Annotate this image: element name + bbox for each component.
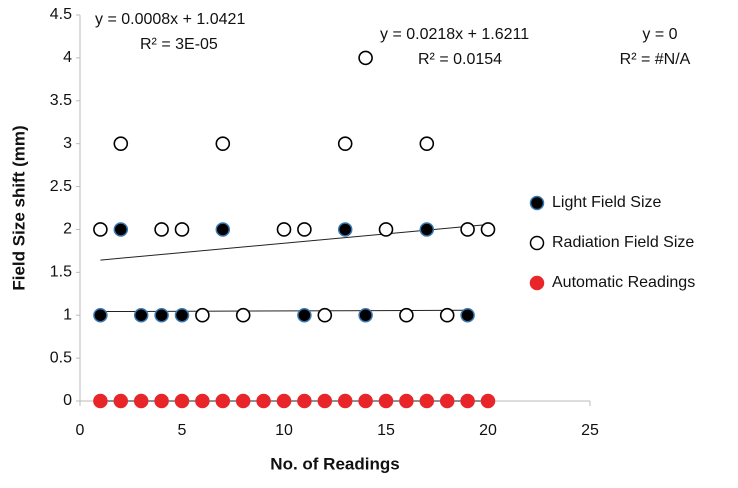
point xyxy=(195,393,210,409)
x-tick-label: 10 xyxy=(275,422,293,439)
point xyxy=(439,307,455,323)
point xyxy=(215,136,231,151)
point xyxy=(337,136,353,151)
point xyxy=(154,393,169,409)
trendline-equation: y = 0.0218x + 1.6211 xyxy=(380,26,529,43)
point xyxy=(317,393,333,409)
point xyxy=(399,393,414,409)
point xyxy=(235,307,251,323)
point xyxy=(480,222,496,237)
trendline-r2: R² = #N/A xyxy=(620,51,691,68)
point xyxy=(93,307,108,323)
y-tick-label: 1 xyxy=(63,306,72,323)
y-tick-label: 2 xyxy=(63,221,72,238)
y-tick-label: 0.5 xyxy=(50,349,72,366)
point xyxy=(460,222,475,237)
y-tick-label: 1.5 xyxy=(50,264,72,281)
point xyxy=(113,222,129,237)
x-tick-label: 25 xyxy=(581,422,599,439)
point xyxy=(235,393,251,409)
point xyxy=(93,222,108,237)
x-tick-label: 0 xyxy=(76,422,85,439)
point xyxy=(195,307,210,323)
y-tick-label: 3.5 xyxy=(50,92,72,109)
point xyxy=(154,307,169,323)
point xyxy=(358,307,373,323)
point xyxy=(419,136,435,151)
y-tick-label: 0 xyxy=(63,392,72,409)
legend-marker xyxy=(529,275,545,291)
legend-label: Radiation Field Size xyxy=(552,234,694,251)
legend-label: Automatic Readings xyxy=(552,274,695,291)
point xyxy=(480,393,496,409)
x-axis-label: No. of Readings xyxy=(270,454,399,473)
y-tick-label: 4 xyxy=(63,49,72,66)
point xyxy=(113,136,129,151)
point xyxy=(174,307,190,323)
trendline-r2: R² = 0.0154 xyxy=(418,51,502,68)
point xyxy=(399,307,414,323)
point xyxy=(337,222,353,237)
point xyxy=(276,222,292,237)
legend-marker xyxy=(529,235,545,251)
point xyxy=(337,393,353,409)
point xyxy=(460,307,475,323)
point xyxy=(297,393,312,409)
point xyxy=(358,393,373,409)
point xyxy=(378,393,394,409)
y-tick-label: 4.5 xyxy=(50,6,72,23)
point xyxy=(256,393,271,409)
y-axis-label: Field Size shift (mm) xyxy=(9,125,28,290)
x-tick-label: 15 xyxy=(377,422,395,439)
point xyxy=(174,222,190,237)
x-tick-label: 20 xyxy=(479,422,497,439)
point xyxy=(439,393,455,409)
point xyxy=(113,393,129,409)
point xyxy=(133,393,149,409)
legend-marker xyxy=(529,195,545,211)
y-tick-label: 3 xyxy=(63,135,72,152)
point xyxy=(419,222,435,237)
point xyxy=(133,307,149,323)
y-tick-label: 2.5 xyxy=(50,178,72,195)
point xyxy=(317,307,333,323)
point xyxy=(419,393,435,409)
trendline-equation: y = 0.0008x + 1.0421 xyxy=(95,11,245,28)
point xyxy=(215,222,231,237)
trendline-r2: R² = 3E-05 xyxy=(140,36,218,53)
point xyxy=(297,222,312,237)
x-tick-label: 5 xyxy=(178,422,187,439)
point xyxy=(174,393,190,409)
point xyxy=(460,393,475,409)
trendline-equation: y = 0 xyxy=(642,26,677,43)
point xyxy=(378,222,394,237)
point xyxy=(215,393,231,409)
point xyxy=(276,393,292,409)
point xyxy=(297,307,312,323)
point xyxy=(154,222,169,237)
legend-label: Light Field Size xyxy=(552,194,661,211)
point xyxy=(358,50,373,66)
point xyxy=(93,393,108,409)
